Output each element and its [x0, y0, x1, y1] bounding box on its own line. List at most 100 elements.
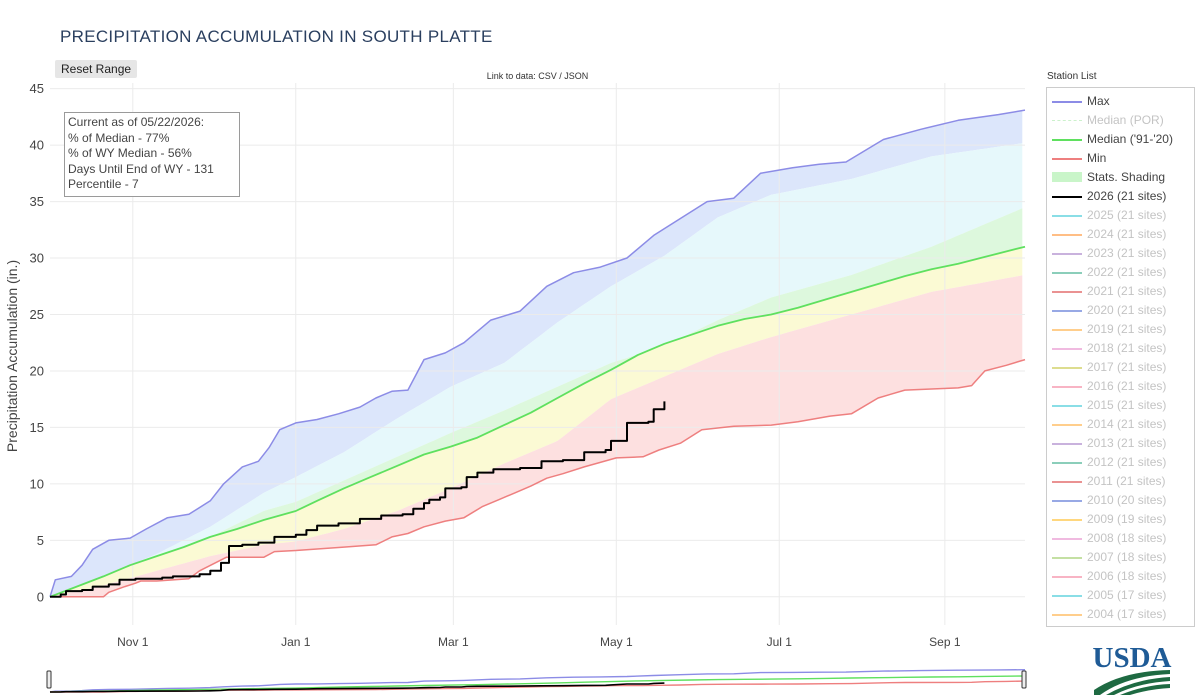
csv-link[interactable]: CSV	[538, 71, 557, 81]
legend-swatch	[1052, 234, 1082, 236]
range-slider-series	[49, 669, 1026, 693]
x-tick-label: Mar 1	[438, 635, 469, 649]
legend-item[interactable]: 2023 (21 sites)	[1047, 244, 1194, 263]
legend-swatch	[1052, 538, 1082, 540]
legend-label: 2008 (18 sites)	[1087, 531, 1167, 545]
series-lines	[49, 109, 1026, 598]
y-axis-ticks: 0 5 10 15 20 25 30 35 40 45	[30, 81, 44, 604]
series-line	[50, 401, 666, 598]
legend-item[interactable]: 2007 (18 sites)	[1047, 548, 1194, 567]
legend-swatch	[1052, 272, 1082, 274]
data-link-separator: /	[556, 71, 565, 81]
legend-item[interactable]: 2015 (21 sites)	[1047, 396, 1194, 415]
legend-item[interactable]: 2008 (18 sites)	[1047, 529, 1194, 548]
legend-label: 2023 (21 sites)	[1087, 246, 1167, 260]
legend-label: 2009 (19 sites)	[1087, 512, 1167, 526]
range-handle-right[interactable]	[1021, 670, 1027, 689]
usda-logo: USDA	[1093, 642, 1172, 695]
legend-swatch	[1052, 120, 1082, 121]
legend-label: Min	[1087, 151, 1107, 165]
legend-label: Max	[1087, 94, 1110, 108]
legend-item[interactable]: 2016 (21 sites)	[1047, 377, 1194, 396]
legend-item[interactable]: 2025 (21 sites)	[1047, 206, 1194, 225]
legend-swatch	[1052, 329, 1082, 331]
legend-swatch	[1052, 158, 1082, 160]
legend-item[interactable]: 2004 (17 sites)	[1047, 605, 1194, 624]
legend-swatch	[1052, 348, 1082, 350]
legend-label: 2013 (21 sites)	[1087, 436, 1167, 450]
legend-label: 2014 (21 sites)	[1087, 417, 1167, 431]
y-tick-label: 15	[30, 420, 44, 435]
legend-item[interactable]: Max	[1047, 92, 1194, 111]
legend-swatch	[1052, 253, 1082, 255]
legend-item[interactable]: 2026 (21 sites)	[1047, 187, 1194, 206]
x-tick-label: Sep 1	[929, 635, 961, 649]
legend-item[interactable]: 2011 (21 sites)	[1047, 472, 1194, 491]
legend-swatch	[1052, 196, 1082, 198]
legend-label: 2018 (21 sites)	[1087, 341, 1167, 355]
legend-swatch	[1052, 500, 1082, 502]
legend-item[interactable]: 2014 (21 sites)	[1047, 415, 1194, 434]
y-tick-label: 30	[30, 251, 44, 266]
legend-item[interactable]: 2013 (21 sites)	[1047, 434, 1194, 453]
legend-item[interactable]: 2019 (21 sites)	[1047, 320, 1194, 339]
legend-swatch	[1052, 557, 1082, 559]
legend-label: Median (POR)	[1087, 113, 1164, 127]
legend-item[interactable]: 2021 (21 sites)	[1047, 282, 1194, 301]
legend-swatch	[1052, 462, 1082, 464]
reset-range-button[interactable]: Reset Range	[55, 60, 138, 78]
json-link[interactable]: JSON	[564, 71, 589, 81]
legend-item[interactable]: 2020 (21 sites)	[1047, 301, 1194, 320]
legend-label: 2021 (21 sites)	[1087, 284, 1167, 298]
status-pct-median: % of Median - 77%	[68, 130, 170, 145]
legend-item[interactable]: 2010 (20 sites)	[1047, 491, 1194, 510]
y-tick-label: 10	[30, 476, 44, 491]
legend-item[interactable]: Median (POR)	[1047, 111, 1194, 130]
legend-item[interactable]: 2006 (18 sites)	[1047, 567, 1194, 586]
station-list-legend[interactable]: Max Median (POR) Median ('91-'20) Min Stats.…	[1046, 87, 1195, 627]
legend-label: 2020 (21 sites)	[1087, 303, 1167, 317]
x-tick-label: Jul 1	[767, 635, 793, 649]
legend-label: 2011 (21 sites)	[1087, 474, 1166, 488]
legend-label: 2006 (18 sites)	[1087, 569, 1167, 583]
usda-logo-text: USDA	[1093, 642, 1172, 674]
legend-swatch	[1052, 291, 1082, 293]
legend-item[interactable]: 2018 (21 sites)	[1047, 339, 1194, 358]
x-axis-ticks: Nov 1 Jan 1 Mar 1 May 1 Jul 1 Sep 1	[117, 635, 961, 649]
range-handle-left[interactable]	[46, 670, 52, 689]
legend-swatch	[1052, 405, 1082, 407]
legend-swatch	[1052, 443, 1082, 445]
legend-swatch	[1052, 139, 1082, 141]
range-slider-series	[49, 675, 1026, 693]
legend-swatch	[1052, 519, 1082, 521]
data-link: Link to data: CSV / JSON	[0, 71, 1075, 81]
legend-item[interactable]: Stats. Shading	[1047, 168, 1194, 187]
legend-item[interactable]: 2012 (21 sites)	[1047, 453, 1194, 472]
legend-swatch	[1052, 481, 1082, 483]
legend-swatch	[1052, 595, 1082, 597]
series-line	[49, 109, 1026, 598]
legend-label: 2019 (21 sites)	[1087, 322, 1167, 336]
legend-item[interactable]: 2024 (21 sites)	[1047, 225, 1194, 244]
legend-item[interactable]: 2009 (19 sites)	[1047, 510, 1194, 529]
legend-label: Median ('91-'20)	[1087, 132, 1173, 146]
legend-swatch	[1052, 310, 1082, 312]
range-slider[interactable]	[46, 661, 1027, 693]
y-tick-label: 25	[30, 307, 44, 322]
y-tick-label: 35	[30, 194, 44, 209]
legend-item[interactable]: Median ('91-'20)	[1047, 130, 1194, 149]
status-days-until-end: Days Until End of WY - 131	[68, 161, 214, 176]
legend-item[interactable]: Min	[1047, 149, 1194, 168]
y-tick-label: 5	[37, 533, 44, 548]
status-percentile: Percentile - 7	[68, 177, 139, 191]
chart-title: PRECIPITATION ACCUMULATION IN SOUTH PLAT…	[60, 27, 493, 46]
legend-label: 2010 (20 sites)	[1087, 493, 1167, 507]
y-axis-title: Precipitation Accumulation (in.)	[4, 260, 20, 452]
legend-item[interactable]: 2022 (21 sites)	[1047, 263, 1194, 282]
legend-swatch	[1052, 101, 1082, 103]
legend-label: 2024 (21 sites)	[1087, 227, 1167, 241]
legend-label: 2015 (21 sites)	[1087, 398, 1167, 412]
legend-item[interactable]: 2005 (17 sites)	[1047, 586, 1194, 605]
legend-item[interactable]: 2017 (21 sites)	[1047, 358, 1194, 377]
